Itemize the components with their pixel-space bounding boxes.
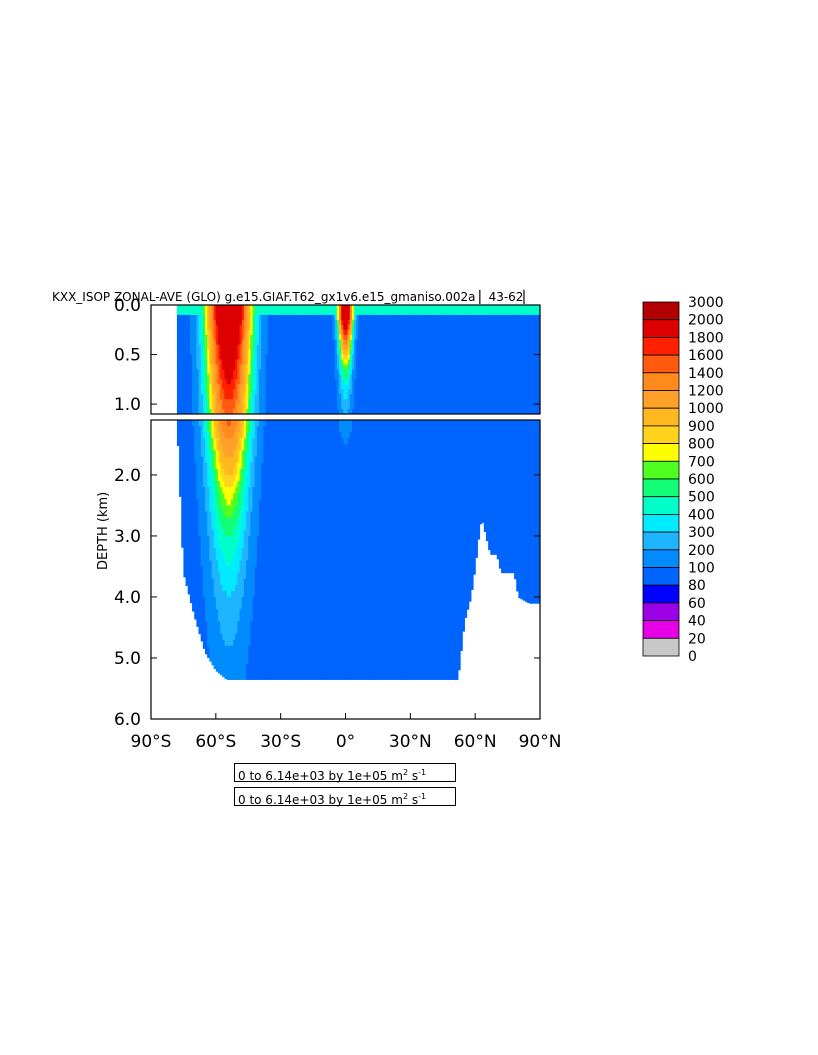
colorbar-label: 300 <box>688 525 715 541</box>
colorbar-label: 20 <box>688 631 706 647</box>
y-tick-label: 1.0 <box>114 395 141 415</box>
colorbar-label: 400 <box>688 507 715 523</box>
y-tick-label: 5.0 <box>114 649 141 669</box>
upper-panel-field <box>176 305 540 414</box>
colorbar-swatch <box>642 496 680 515</box>
upper-panel-frame <box>150 304 541 415</box>
colorbar-swatch <box>642 354 680 374</box>
colorbar-label: 800 <box>688 437 715 453</box>
colorbar-label: 100 <box>688 561 715 577</box>
y-tick-label: 6.0 <box>114 710 141 730</box>
colorbar-swatch <box>642 531 680 551</box>
colorbar-swatch <box>642 319 680 338</box>
colorbar-label: 40 <box>688 614 706 630</box>
colorbar-swatch <box>642 637 680 657</box>
colorbar: 3000200018001600140012001000900800700600… <box>642 295 724 665</box>
colorbar-swatch <box>642 602 680 622</box>
colorbar-label: 1000 <box>688 401 724 417</box>
colorbar-label: 700 <box>688 454 715 470</box>
x-tick-label: 60°N <box>454 732 497 752</box>
y-axis-label: DEPTH (km) <box>96 492 111 570</box>
colorbar-label: 200 <box>688 543 715 559</box>
x-tick-label: 0° <box>336 732 355 752</box>
colorbar-swatch <box>642 301 680 321</box>
x-tick-label: 90°S <box>131 732 172 752</box>
colorbar-swatch <box>642 390 680 409</box>
y-tick-label: 0.5 <box>114 346 141 366</box>
colorbar-swatch <box>642 567 680 586</box>
x-tick-label: 90°N <box>519 732 562 752</box>
colorbar-label: 1800 <box>688 330 724 346</box>
y-tick-label: 3.0 <box>114 527 141 547</box>
colorbar-swatch <box>642 584 680 604</box>
colorbar-label: 80 <box>688 578 706 594</box>
colorbar-swatch <box>642 372 680 391</box>
colorbar-label: 1600 <box>688 348 724 364</box>
lower-panel-field <box>176 420 540 680</box>
colorbar-label: 500 <box>688 490 715 506</box>
y-tick-label: 4.0 <box>114 588 141 608</box>
colorbar-label: 2000 <box>688 313 724 329</box>
colorbar-label: 900 <box>688 419 715 435</box>
colorbar-swatch <box>642 336 680 356</box>
field-range-note-2: 0 to 6.14e+03 by 1e+05 m2 s-1 <box>234 787 456 807</box>
colorbar-label: 0 <box>688 649 697 665</box>
colorbar-swatch <box>642 620 680 639</box>
colorbar-label: 1400 <box>688 366 724 382</box>
colorbar-swatch <box>642 443 680 462</box>
y-tick-label: 2.0 <box>114 466 141 486</box>
colorbar-label: 1200 <box>688 384 724 400</box>
colorbar-label: 60 <box>688 596 706 612</box>
colorbar-swatch <box>642 425 680 444</box>
chart-title: KXX_ISOP ZONAL-AVE (GLO) g.e15.GIAF.T62_… <box>52 289 533 304</box>
colorbar-swatch <box>642 460 680 480</box>
colorbar-label: 3000 <box>688 295 724 311</box>
x-tick-label: 30°N <box>389 732 432 752</box>
colorbar-label: 600 <box>688 472 715 488</box>
y-tick-label: 0.0 <box>114 296 141 316</box>
colorbar-swatch <box>642 549 680 568</box>
colorbar-swatch <box>642 407 680 427</box>
field-range-note: 0 to 6.14e+03 by 1e+05 m2 s-1 <box>234 763 456 783</box>
colorbar-swatch <box>642 514 680 533</box>
colorbar-swatch <box>642 478 680 498</box>
x-tick-label: 60°S <box>195 732 236 752</box>
axes: 90°S 60°S 30°S 0° 30°N 60°N 90°N 0.0 0.5 1.0 2.0 3.… <box>114 296 561 752</box>
x-tick-label: 30°S <box>260 732 301 752</box>
